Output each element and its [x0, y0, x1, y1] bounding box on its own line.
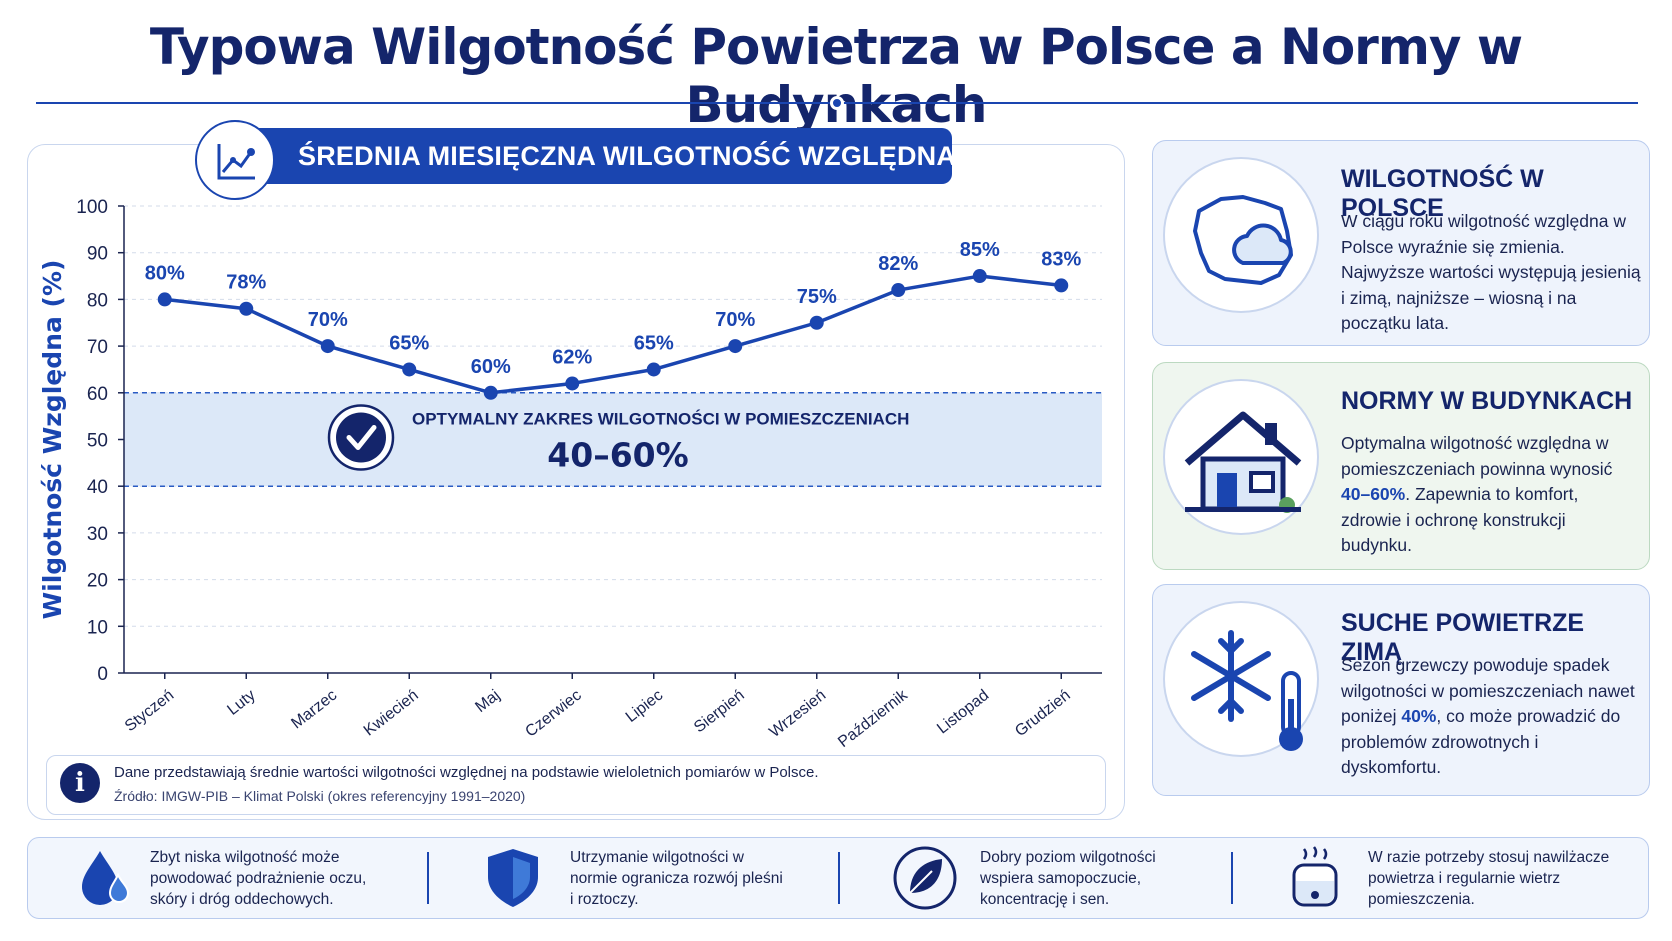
- line-chart-icon: [195, 120, 275, 200]
- note-source: Źródło: IMGW-PIB – Klimat Polski (okres …: [114, 788, 526, 804]
- y-tick-label: 0: [97, 664, 108, 685]
- data-label: 83%: [1041, 248, 1081, 270]
- x-tick-label: Grudzień: [1012, 687, 1074, 740]
- snowflake-thermometer-icon: [1163, 601, 1319, 757]
- card-text: W ciągu roku wilgotność względna w Polsc…: [1341, 211, 1641, 333]
- x-tick-label: Listopad: [934, 687, 992, 738]
- tip-text: Zbyt niska wilgotność może powodować pod…: [150, 849, 367, 908]
- card-dry-winter-air: SUCHE POWIETRZE ZIMĄ Sezon grzewczy powo…: [1152, 584, 1650, 796]
- optimal-band: [124, 392, 1102, 487]
- data-label: 70%: [715, 309, 755, 331]
- optimal-band-area: [124, 392, 1102, 487]
- card-heading: WILGOTNOŚĆ W POLSCE: [1341, 165, 1544, 222]
- data-label: 70%: [308, 309, 348, 331]
- x-tick-label: Czerwiec: [522, 687, 584, 741]
- x-tick-label: Styczeń: [122, 687, 177, 735]
- x-tick-label: Kwiecień: [361, 687, 422, 740]
- data-point: [1054, 278, 1069, 293]
- data-point: [891, 283, 906, 298]
- chart-note: [46, 755, 1106, 815]
- dry-threshold-highlight: 40%: [1401, 706, 1437, 726]
- water-drop-icon: [70, 845, 136, 911]
- data-point: [809, 315, 824, 330]
- tip-text: Utrzymanie wilgotności w normie ogranicz…: [570, 849, 783, 908]
- data-label: 65%: [634, 332, 674, 354]
- chart-header-title: ŚREDNIA MIESIĘCZNA WILGOTNOŚĆ WZGLĘDNA W…: [298, 141, 1109, 171]
- data-label: 80%: [145, 262, 185, 284]
- humidity-series: [157, 269, 1069, 400]
- data-label: 85%: [960, 239, 1000, 261]
- tip-text: W razie potrzeby stosuj nawilżacze powie…: [1368, 849, 1610, 908]
- card-heading: SUCHE POWIETRZE ZIMĄ: [1341, 609, 1585, 666]
- leaf-icon: [892, 845, 958, 911]
- title-divider-dot: [830, 96, 844, 110]
- x-tick-label: Luty: [224, 687, 258, 719]
- data-point: [565, 376, 580, 391]
- optimal-band-label: OPTYMALNY ZAKRES WILGOTNOŚCI W POMIESZCZ…: [412, 410, 909, 429]
- info-icon: i: [60, 763, 100, 803]
- chart-header-bar: [232, 128, 952, 184]
- tip-divider: [1231, 852, 1233, 904]
- card-humidity-poland: WILGOTNOŚĆ W POLSCE W ciągu roku wilgotn…: [1152, 140, 1650, 346]
- data-point: [972, 269, 987, 284]
- card-text: Optymalna wilgotność względna w pomieszc…: [1341, 433, 1613, 555]
- card-building-norms: NORMY W BUDYNKACH Optymalna wilgotność w…: [1152, 362, 1650, 570]
- house-icon: [1163, 379, 1319, 535]
- x-tick-label: Lipiec: [623, 687, 666, 726]
- data-point: [320, 339, 335, 354]
- norm-range-highlight: 40–60%: [1341, 484, 1406, 504]
- data-point: [483, 385, 498, 400]
- note-text: Dane przedstawiają średnie wartości wilg…: [114, 764, 819, 781]
- x-tick-label: Sierpień: [691, 687, 748, 737]
- data-label: 65%: [389, 332, 429, 354]
- card-heading: NORMY W BUDYNKACH: [1341, 387, 1633, 415]
- y-tick-label: 100: [76, 197, 108, 218]
- tip-divider: [838, 852, 840, 904]
- x-tick-label: Wrzesień: [766, 687, 829, 741]
- data-point: [402, 362, 417, 377]
- data-point: [239, 301, 254, 316]
- y-tick-label: 80: [87, 290, 108, 311]
- shield-icon: [480, 845, 546, 911]
- y-tick-label: 10: [87, 617, 108, 638]
- card-text: Sezon grzewczy powoduje spadek wilgotnoś…: [1341, 655, 1635, 777]
- y-tick-label: 50: [87, 431, 108, 452]
- y-tick-label: 40: [87, 477, 108, 498]
- data-label: 82%: [878, 253, 918, 275]
- y-axis-title: Wilgotność Względna (%): [38, 260, 67, 620]
- data-point: [157, 292, 172, 307]
- tip-divider: [427, 852, 429, 904]
- data-point: [646, 362, 661, 377]
- poland-map-cloud-icon: [1163, 157, 1319, 313]
- y-tick-label: 60: [87, 384, 108, 405]
- check-icon: [336, 412, 386, 463]
- x-tick-label: Październik: [835, 686, 911, 751]
- data-label: 60%: [471, 356, 511, 378]
- humidity-line: [164, 274, 1062, 395]
- check-mark: [346, 425, 377, 450]
- y-tick-label: 90: [87, 244, 108, 265]
- y-tick-label: 70: [87, 337, 108, 358]
- optimal-band-value: 40–60%: [547, 436, 688, 475]
- data-label: 78%: [226, 272, 266, 294]
- data-point: [728, 339, 743, 354]
- y-tick-label: 20: [87, 571, 108, 592]
- x-tick-label: Maj: [472, 687, 503, 716]
- data-label: 62%: [552, 346, 592, 368]
- x-tick-label: Marzec: [288, 687, 340, 733]
- data-label: 75%: [797, 286, 837, 308]
- y-tick-label: 30: [87, 524, 108, 545]
- humidifier-icon: [1282, 845, 1348, 911]
- tip-text: Dobry poziom wilgotności wspiera samopoc…: [980, 849, 1156, 908]
- chart-axes: [118, 205, 1102, 679]
